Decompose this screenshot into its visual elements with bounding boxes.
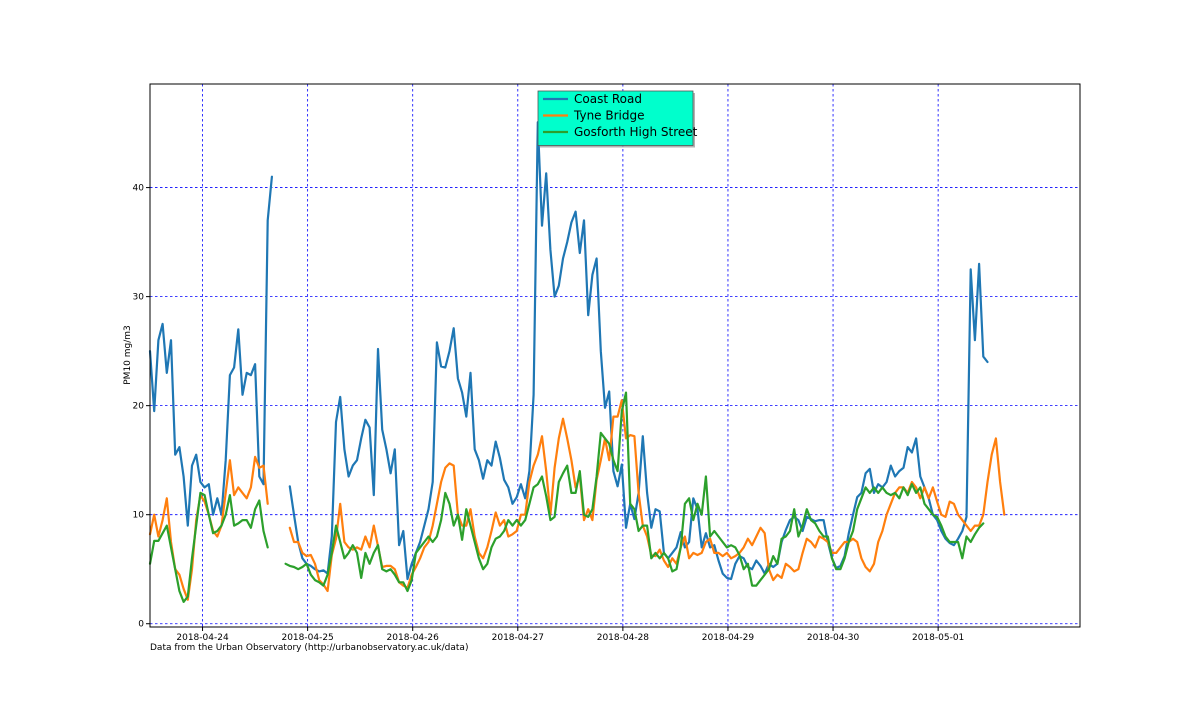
legend: Coast Road Tyne Bridge Gosforth High Stree… bbox=[537, 90, 698, 148]
legend-label-gosforth-high-street: Gosforth High Street bbox=[574, 125, 698, 139]
x-tick-label: 2018-04-30 bbox=[807, 633, 860, 643]
x-tick-label: 2018-04-25 bbox=[281, 633, 333, 643]
y-tick-label: 0 bbox=[138, 620, 144, 630]
x-tick-label: 2018-04-24 bbox=[176, 633, 229, 643]
y-axis: 0 10 20 30 40 bbox=[133, 184, 150, 630]
grid bbox=[150, 84, 1080, 627]
caption: Data from the Urban Observatory (http://… bbox=[150, 643, 468, 653]
x-axis: 2018-04-24 2018-04-25 2018-04-26 2018-04-27… bbox=[176, 627, 964, 643]
y-tick-label: 40 bbox=[133, 184, 145, 194]
x-tick-label: 2018-04-28 bbox=[597, 633, 650, 643]
plot-frame bbox=[149, 83, 1081, 628]
legend-label-tyne-bridge: Tyne Bridge bbox=[573, 109, 644, 123]
y-axis-label: PM10 mg/m3 bbox=[123, 325, 133, 385]
x-tick-label: 2018-05-01 bbox=[912, 633, 964, 643]
y-tick-label: 10 bbox=[133, 511, 145, 521]
legend-label-coast-road: Coast Road bbox=[574, 92, 642, 106]
series-line-gosforth-high-street bbox=[148, 391, 985, 603]
series-group bbox=[148, 121, 1006, 603]
x-tick-label: 2018-04-27 bbox=[492, 633, 544, 643]
y-tick-label: 30 bbox=[133, 293, 145, 303]
y-tick-label: 20 bbox=[133, 402, 145, 412]
x-tick-label: 2018-04-29 bbox=[702, 633, 755, 643]
x-tick-label: 2018-04-26 bbox=[387, 633, 440, 643]
